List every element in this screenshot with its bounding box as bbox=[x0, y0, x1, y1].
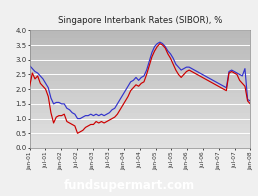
Bar bbox=[30, 38, 250, 42]
Bar bbox=[30, 50, 250, 54]
Bar bbox=[30, 105, 250, 109]
Bar bbox=[30, 42, 250, 46]
Bar bbox=[30, 46, 250, 50]
Text: Singapore Interbank Rates (SIBOR), %: Singapore Interbank Rates (SIBOR), % bbox=[58, 16, 223, 25]
Bar bbox=[30, 89, 250, 93]
Text: fundsupermart.com: fundsupermart.com bbox=[63, 179, 195, 192]
Bar bbox=[30, 77, 250, 81]
Bar bbox=[30, 81, 250, 85]
Bar bbox=[30, 58, 250, 62]
Bar bbox=[30, 34, 250, 38]
Bar bbox=[30, 101, 250, 105]
Bar bbox=[30, 121, 250, 124]
Bar bbox=[30, 113, 250, 117]
Bar bbox=[30, 70, 250, 74]
Bar bbox=[30, 132, 250, 136]
Bar bbox=[30, 74, 250, 77]
Bar bbox=[30, 136, 250, 140]
Bar bbox=[30, 97, 250, 101]
Bar bbox=[30, 66, 250, 70]
Bar bbox=[30, 85, 250, 89]
Bar bbox=[30, 124, 250, 128]
Bar bbox=[30, 117, 250, 121]
Bar bbox=[30, 54, 250, 58]
Bar bbox=[30, 30, 250, 34]
Bar bbox=[30, 128, 250, 132]
Bar bbox=[30, 144, 250, 148]
Bar bbox=[30, 93, 250, 97]
Bar bbox=[30, 109, 250, 113]
Bar bbox=[30, 140, 250, 144]
Bar bbox=[30, 62, 250, 66]
